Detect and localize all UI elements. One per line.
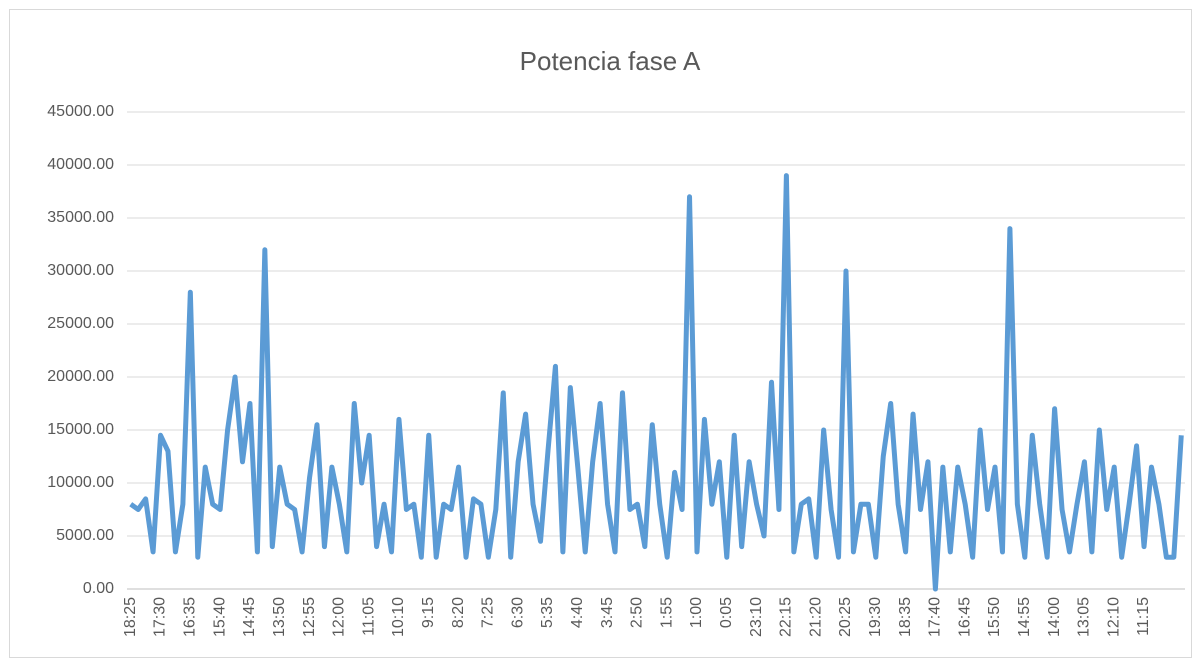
x-tick-label: 6:30 xyxy=(509,597,526,628)
y-tick-label: 15000.00 xyxy=(47,421,114,438)
x-tick-label: 17:40 xyxy=(927,597,944,637)
x-tick-label: 0:05 xyxy=(718,597,735,628)
x-tick-label: 13:05 xyxy=(1076,597,1093,637)
chart-border xyxy=(9,9,1192,658)
x-tick-label: 12:00 xyxy=(331,597,348,637)
x-tick-label: 23:10 xyxy=(748,597,765,637)
x-tick-label: 18:35 xyxy=(897,597,914,637)
x-tick-label: 18:25 xyxy=(122,597,139,637)
y-tick-label: 25000.00 xyxy=(47,315,114,332)
x-tick-label: 3:45 xyxy=(599,597,616,628)
x-tick-label: 14:00 xyxy=(1046,597,1063,637)
chart-title: Potencia fase A xyxy=(520,46,701,76)
x-tick-label: 15:40 xyxy=(211,597,228,637)
x-tick-label: 12:55 xyxy=(301,597,318,637)
y-tick-label: 40000.00 xyxy=(47,156,114,173)
x-tick-label: 8:20 xyxy=(450,597,467,628)
x-tick-label: 15:50 xyxy=(986,597,1003,637)
x-tick-label: 10:10 xyxy=(390,597,407,637)
y-tick-label: 30000.00 xyxy=(47,262,114,279)
y-tick-label: 0.00 xyxy=(83,580,114,597)
x-tick-label: 9:15 xyxy=(420,597,437,628)
x-tick-label: 12:10 xyxy=(1105,597,1122,637)
y-tick-label: 10000.00 xyxy=(47,474,114,491)
x-tick-label: 22:15 xyxy=(778,597,795,637)
x-tick-label: 1:55 xyxy=(658,597,675,628)
x-tick-label: 11:15 xyxy=(1135,597,1152,636)
x-tick-label: 7:25 xyxy=(480,597,497,628)
x-tick-label: 16:45 xyxy=(956,597,973,637)
x-tick-label: 2:50 xyxy=(629,597,646,628)
x-tick-label: 16:35 xyxy=(182,597,199,637)
x-tick-label: 21:20 xyxy=(807,597,824,637)
x-tick-label: 20:25 xyxy=(837,597,854,637)
y-tick-label: 5000.00 xyxy=(56,527,114,544)
x-tick-label: 19:30 xyxy=(867,597,884,637)
x-tick-label: 4:40 xyxy=(569,597,586,628)
y-tick-label: 20000.00 xyxy=(47,368,114,385)
x-tick-label: 1:00 xyxy=(688,597,705,628)
y-tick-label: 45000.00 xyxy=(47,103,114,120)
x-tick-label: 5:35 xyxy=(539,597,556,628)
x-tick-label: 11:05 xyxy=(360,597,377,636)
data-line xyxy=(129,173,1184,592)
y-tick-label: 35000.00 xyxy=(47,209,114,226)
x-tick-label: 14:55 xyxy=(1016,597,1033,637)
x-tick-label: 17:30 xyxy=(152,597,169,637)
x-tick-label: 13:50 xyxy=(271,597,288,637)
x-tick-label: 14:45 xyxy=(241,597,258,637)
